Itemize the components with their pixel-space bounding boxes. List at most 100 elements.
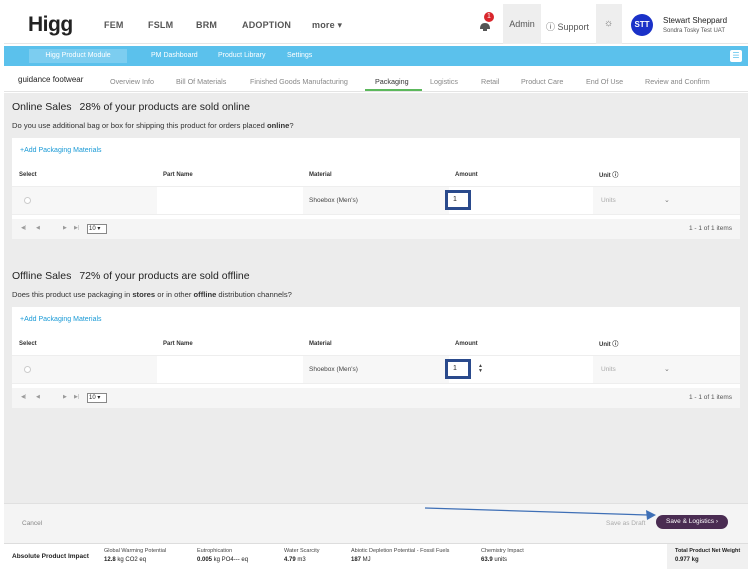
online-page-size-select[interactable]: 10 ▾	[87, 224, 107, 234]
impact-label-chemistry: Chemistry Impact	[481, 548, 524, 554]
product-tabs: guidance footwear Overview Info Bill Of …	[4, 68, 748, 92]
offline-page-count: 1 - 1 of 1 items	[689, 394, 732, 401]
tab-retail[interactable]: Retail	[481, 77, 500, 86]
save-as-draft-button[interactable]: Save as Draft	[606, 520, 646, 527]
nav-link-brm[interactable]: BRM	[196, 20, 218, 30]
notification-badge: 1	[484, 12, 494, 22]
online-table-row: Shoebox (Men's) 1 Units ⌄	[12, 186, 740, 215]
avatar[interactable]: STT	[631, 14, 653, 36]
first-page-icon[interactable]: ◀|	[21, 225, 27, 231]
last-page-icon[interactable]: ▶|	[74, 225, 80, 231]
language-button[interactable]: ☼	[596, 4, 622, 44]
tab-packaging[interactable]: Packaging	[375, 77, 409, 86]
offline-page-size-select[interactable]: 10 ▾	[87, 393, 107, 403]
tab-bill-of-materials[interactable]: Bill Of Materials	[176, 77, 227, 86]
offline-unit-select[interactable]: Units	[601, 366, 616, 373]
offline-row-material: Shoebox (Men's)	[309, 366, 358, 373]
offline-add-packaging-link[interactable]: +Add Packaging Materials	[20, 316, 102, 323]
impact-label-eutrophication: Eutrophication	[197, 548, 233, 554]
online-question-end: ?	[289, 121, 294, 130]
pm-dashboard-link[interactable]: PM Dashboard	[151, 52, 198, 59]
cancel-button[interactable]: Cancel	[22, 520, 43, 527]
offline-sales-title: Offline Sales 72% of your products are so…	[12, 270, 250, 282]
impact-value-chemistry: 63.9 units	[481, 557, 508, 563]
product-module-button[interactable]: Higg Product Module	[29, 49, 127, 63]
impact-label-water: Water Scarcity	[284, 548, 320, 554]
online-row-select-radio[interactable]	[24, 197, 31, 204]
help-book-icon[interactable]: ☰	[730, 50, 742, 62]
nav-link-more[interactable]: more ▾	[312, 20, 343, 30]
form-action-bar: Cancel Save as Draft Save & Logistics ›	[4, 503, 748, 543]
next-page-icon[interactable]: ▶	[63, 225, 67, 231]
total-weight-value: 0.977 kg	[675, 557, 699, 563]
total-weight-label: Total Product Net Weight	[675, 548, 741, 554]
offline-question-emphasis-stores: stores	[132, 290, 156, 299]
offline-table-row: Shoebox (Men's) 1 ▲ ▼ Units ⌄	[12, 355, 740, 384]
nav-link-fem[interactable]: FEM	[104, 20, 124, 30]
offline-row-select-radio[interactable]	[24, 366, 31, 373]
save-and-logistics-button[interactable]: Save & Logistics ›	[656, 515, 728, 529]
impact-value-gwp: 12.8 kg CO2 eq	[104, 557, 147, 563]
online-question-text: Do you use additional bag or box for shi…	[12, 121, 267, 130]
next-page-icon[interactable]: ▶	[63, 394, 67, 400]
online-col-part-name: Part Name	[163, 172, 193, 178]
offline-col-amount: Amount	[455, 341, 478, 347]
chevron-down-icon[interactable]: ⌄	[664, 197, 670, 204]
offline-packaging-panel: +Add Packaging Materials Select Part Nam…	[12, 307, 740, 408]
online-amount-value: 1	[453, 196, 457, 203]
user-organization: Sondra Tosky Test UAT	[663, 28, 726, 34]
offline-col-part-name: Part Name	[163, 341, 193, 347]
tab-product-care[interactable]: Product Care	[521, 77, 564, 86]
product-name: guidance footwear	[18, 75, 84, 84]
impact-title: Absolute Product Impact	[12, 553, 89, 560]
settings-link[interactable]: Settings	[287, 52, 313, 59]
impact-value-abiotic: 187 MJ	[351, 557, 371, 563]
tab-overview-info[interactable]: Overview Info	[110, 77, 154, 86]
total-weight-box: Total Product Net Weight 0.977 kg	[667, 544, 748, 569]
chevron-down-icon[interactable]: ⌄	[664, 366, 670, 373]
tab-finished-goods-manufacturing[interactable]: Finished Goods Manufacturing	[250, 77, 348, 86]
online-sales-label: Online Sales	[12, 101, 72, 113]
offline-sales-percent: 72% of your products are sold offline	[79, 270, 250, 282]
last-page-icon[interactable]: ▶|	[74, 394, 80, 400]
impact-value-eutrophication: 0.005 kg PO4--- eq	[197, 557, 249, 563]
module-bar: Higg Product Module PM Dashboard Product…	[4, 46, 748, 66]
nav-link-adoption[interactable]: ADOPTION	[242, 20, 292, 30]
nav-link-fslm[interactable]: FSLM	[148, 20, 174, 30]
globe-icon: ☼	[604, 18, 614, 29]
online-amount-input[interactable]: 1	[445, 190, 471, 210]
packaging-form: Online Sales 28% of your products are sol…	[4, 93, 748, 503]
higg-logo[interactable]: Higg	[28, 13, 73, 36]
online-question: Do you use additional bag or box for shi…	[12, 121, 294, 130]
product-impact-footer: Absolute Product Impact Global Warming P…	[4, 543, 748, 569]
offline-col-unit: Unit ⓘ	[599, 342, 619, 348]
online-sales-percent: 28% of your products are sold online	[79, 101, 250, 113]
tab-review-and-confirm[interactable]: Review and Confirm	[645, 77, 710, 86]
offline-amount-input[interactable]: 1	[445, 359, 471, 379]
tab-end-of-use[interactable]: End Of Use	[586, 77, 624, 86]
online-col-select: Select	[19, 172, 37, 178]
user-name[interactable]: Stewart Sheppard	[663, 16, 728, 25]
tab-logistics[interactable]: Logistics	[430, 77, 458, 86]
chat-bell-icon[interactable]	[474, 14, 496, 36]
prev-page-icon[interactable]: ◀	[36, 225, 40, 231]
offline-question-middle: or in other	[155, 290, 194, 299]
active-tab-indicator	[365, 89, 422, 91]
online-col-amount: Amount	[455, 172, 478, 178]
product-library-link[interactable]: Product Library	[218, 52, 266, 59]
offline-col-material: Material	[309, 341, 332, 347]
offline-question-text: Does this product use packaging in	[12, 290, 133, 299]
prev-page-icon[interactable]: ◀	[36, 394, 40, 400]
online-add-packaging-link[interactable]: +Add Packaging Materials	[20, 147, 102, 154]
first-page-icon[interactable]: ◀|	[21, 394, 27, 400]
support-link[interactable]: ⓘ Support	[546, 22, 590, 32]
annotation-arrow-icon	[424, 507, 656, 520]
impact-value-water: 4.79 m3	[284, 557, 306, 563]
online-unit-select[interactable]: Units	[601, 197, 616, 204]
amount-stepper-icon[interactable]: ▲ ▼	[478, 363, 483, 374]
impact-label-abiotic: Abiotic Depletion Potential - Fossil Fue…	[351, 548, 450, 554]
offline-amount-value: 1	[453, 365, 457, 372]
offline-question: Does this product use packaging in store…	[12, 290, 292, 299]
online-page-count: 1 - 1 of 1 items	[689, 225, 732, 232]
admin-button[interactable]: Admin	[503, 4, 541, 44]
